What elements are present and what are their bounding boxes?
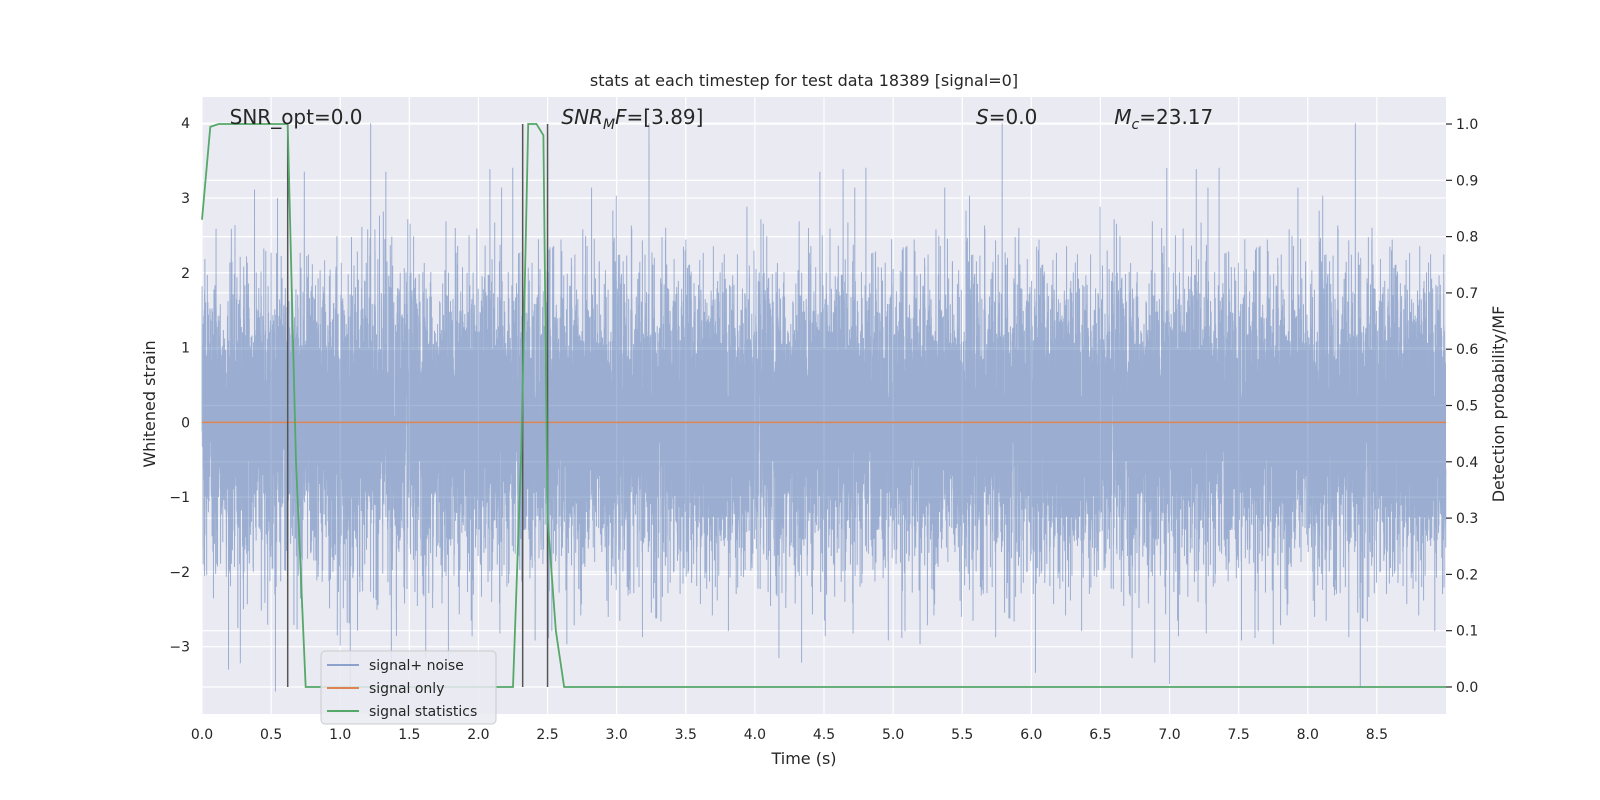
y2-axis-ticks: 0.0 0.1 0.2 0.3 0.4 0.5 0.6 0.7 0.8 0.9 1.0 xyxy=(1446,117,1478,696)
x-tick-label-13: 6.5 xyxy=(1089,727,1111,743)
annotation-s-value: S=0.0 xyxy=(976,105,1037,129)
y-tick-label-5: 2 xyxy=(181,266,190,282)
x-tick-label-14: 7.0 xyxy=(1158,727,1180,743)
x-tick-label-2: 1.0 xyxy=(329,727,351,743)
y-tick-label-7: 4 xyxy=(181,116,190,132)
y-tick-label-0: −3 xyxy=(169,640,190,656)
x-axis-ticks: 0.0 0.5 1.0 1.5 2.0 2.5 3.0 3.5 4.0 4.5 5.0 5.5 6.0 6… xyxy=(191,727,1388,743)
x-tick-label-15: 7.5 xyxy=(1228,727,1250,743)
y2-tick-label-8: 0.8 xyxy=(1456,230,1478,246)
x-tick-label-0: 0.0 xyxy=(191,727,213,743)
x-tick-label-11: 5.5 xyxy=(951,727,973,743)
noise-trace xyxy=(201,123,1447,692)
x-tick-label-3: 1.5 xyxy=(398,727,420,743)
legend: signal+ noise signal only signal statistic… xyxy=(320,650,497,725)
x-tick-label-16: 8.0 xyxy=(1297,727,1319,743)
y-tick-label-6: 3 xyxy=(181,191,190,207)
y2-tick-label-5: 0.5 xyxy=(1456,399,1478,415)
x-tick-label-4: 2.0 xyxy=(467,727,489,743)
chart-title: stats at each timestep for test data 183… xyxy=(590,71,1018,90)
x-tick-label-8: 4.0 xyxy=(744,727,766,743)
x-tick-label-12: 6.0 xyxy=(1020,727,1042,743)
y2-tick-label-3: 0.3 xyxy=(1456,511,1478,527)
y2-tick-label-0: 0.0 xyxy=(1456,680,1478,696)
y-tick-label-2: −1 xyxy=(169,490,190,506)
x-tick-label-10: 5.0 xyxy=(882,727,904,743)
legend-label-0: signal+ noise xyxy=(369,658,464,674)
x-tick-label-7: 3.5 xyxy=(675,727,697,743)
y-tick-label-4: 1 xyxy=(181,341,190,357)
y2-tick-label-2: 0.2 xyxy=(1456,567,1478,583)
y2-tick-label-9: 0.9 xyxy=(1456,173,1478,189)
y-tick-label-3: 0 xyxy=(181,415,190,431)
legend-label-1: signal only xyxy=(369,681,444,697)
y2-tick-label-4: 0.4 xyxy=(1456,455,1478,471)
x-tick-label-17: 8.5 xyxy=(1366,727,1388,743)
signal-statistics-line xyxy=(201,123,1446,688)
legend-box xyxy=(320,650,497,725)
series-signal-noise xyxy=(201,123,1447,692)
x-tick-label-1: 0.5 xyxy=(260,727,282,743)
y-tick-label-1: −2 xyxy=(169,565,190,581)
x-axis-label: Time (s) xyxy=(770,749,836,768)
y2-tick-label-6: 0.6 xyxy=(1456,342,1478,358)
y-axis-label: Whitened strain xyxy=(140,340,159,467)
annotations: SNR_opt=0.0 SNRMF=[3.89] S=0.0 Mc=23.17 xyxy=(230,105,1214,133)
x-tick-label-9: 4.5 xyxy=(813,727,835,743)
x-tick-label-5: 2.5 xyxy=(536,727,558,743)
annotation-snr-mf: SNRMF=[3.89] xyxy=(561,105,703,133)
y2-tick-label-7: 0.7 xyxy=(1456,286,1478,302)
y-axis-ticks: −3 −2 −1 0 1 2 3 4 xyxy=(169,116,190,656)
annotation-mc-value: Mc=23.17 xyxy=(1114,105,1213,133)
x-tick-label-6: 3.0 xyxy=(606,727,628,743)
series-signal-statistics xyxy=(201,123,1446,688)
annotation-snr-opt: SNR_opt=0.0 xyxy=(230,105,363,129)
y2-tick-label-10: 1.0 xyxy=(1456,117,1478,133)
y2-axis-label: Detection probability/MF xyxy=(1489,306,1508,503)
y2-tick-label-1: 0.1 xyxy=(1456,624,1478,640)
legend-label-2: signal statistics xyxy=(369,704,477,720)
